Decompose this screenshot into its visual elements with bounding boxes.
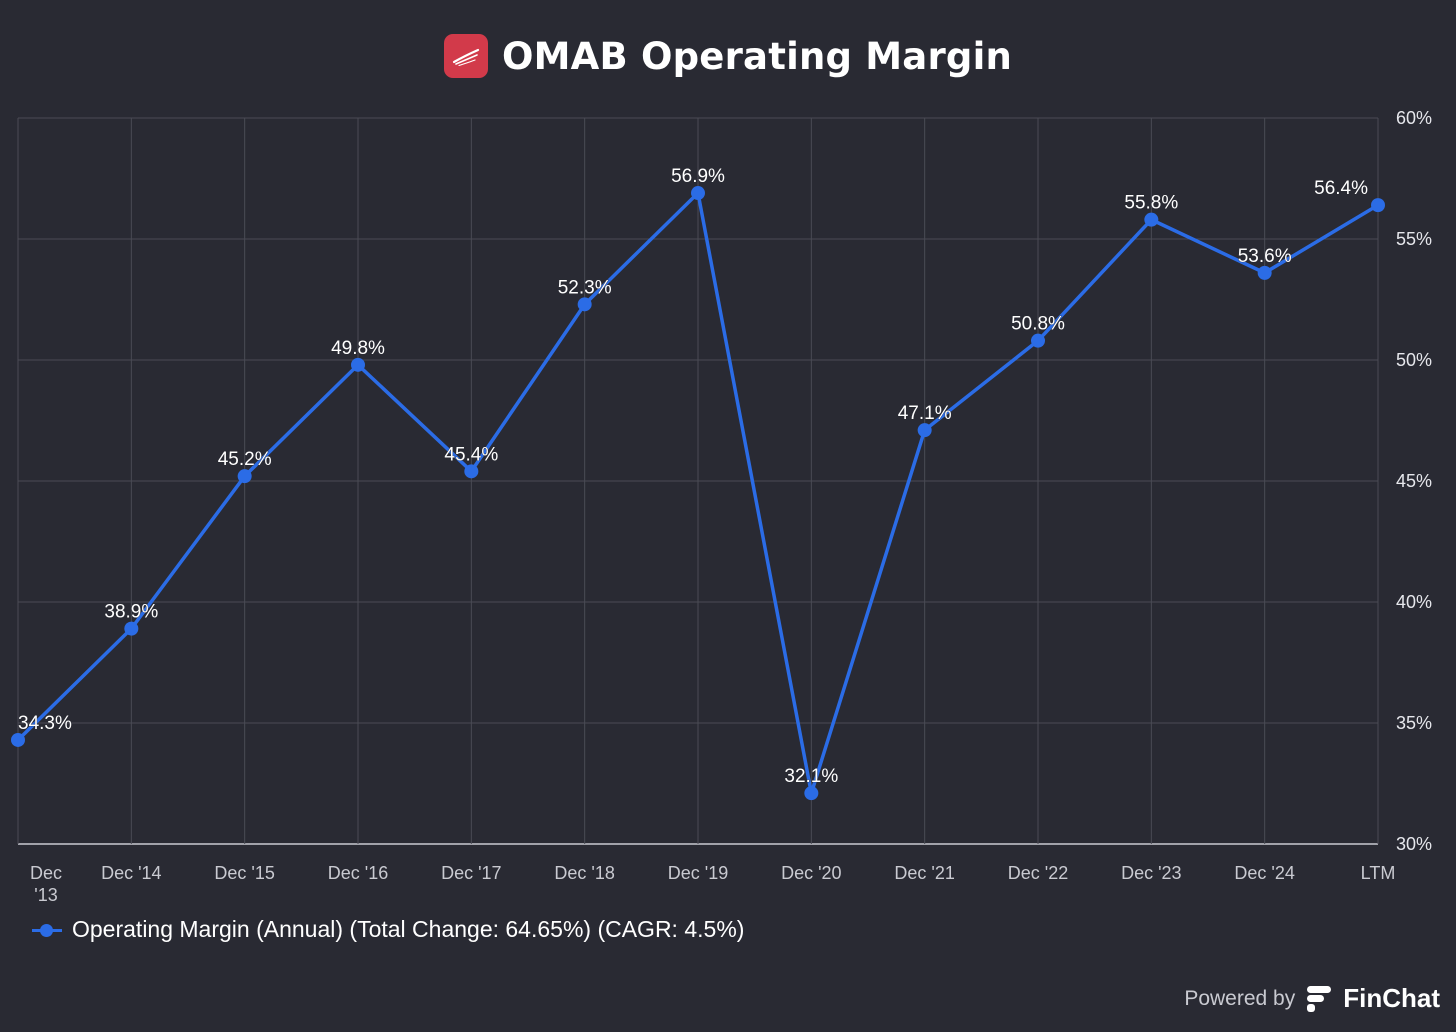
x-tick-label: Dec '23 [1121,863,1181,883]
data-label: 38.9% [104,602,158,623]
data-label: 47.1% [898,403,952,424]
legend-swatch [32,923,62,937]
data-label: 52.3% [558,277,612,298]
y-tick-label: 30% [1396,834,1432,854]
data-point [577,297,592,312]
y-tick-label: 35% [1396,713,1432,733]
y-tick-label: 45% [1396,471,1432,491]
y-tick-label: 40% [1396,592,1432,612]
x-tick-label: Dec '22 [1008,863,1068,883]
data-label: 50.8% [1011,314,1065,335]
x-tick-label: Dec '18 [554,863,614,883]
airline-swoosh-icon [443,34,488,78]
data-point [464,464,479,479]
footer: Powered by FinChat [1184,983,1440,1014]
x-tick-label: LTM [1361,863,1396,883]
x-tick-label: Dec '21 [894,863,954,883]
x-tick-label: Dec '24 [1234,863,1294,883]
y-tick-label: 55% [1396,229,1432,249]
finchat-f-icon [1305,984,1333,1014]
data-point [124,621,139,636]
legend-item[interactable]: Operating Margin (Annual) (Total Change:… [32,916,744,943]
data-point [804,786,819,801]
x-tick-label: Dec '20 [781,863,841,883]
data-label: 55.8% [1124,193,1178,214]
x-tick-label: Dec '15 [214,863,274,883]
data-point [1371,198,1385,213]
x-tick-label: Dec '19 [668,863,728,883]
data-label: 32.1% [784,766,838,787]
chart-title: OMAB Operating Margin [501,34,1013,78]
data-point [11,732,25,747]
legend-label: Operating Margin (Annual) (Total Change:… [72,916,745,942]
data-point [1257,265,1272,280]
data-point [1031,333,1045,348]
data-point [1144,212,1159,227]
data-point [351,357,365,372]
x-tick-label: Dec '17 [441,863,501,883]
chart-header: OMAB Operating Margin [0,34,1456,78]
data-label: 56.4% [1314,178,1368,199]
y-tick-label: 60% [1396,108,1432,128]
data-label: 34.3% [18,713,72,734]
x-tick-label: Dec '14 [101,863,161,883]
data-label: 45.2% [218,449,272,470]
data-label: 53.6% [1238,246,1292,267]
y-tick-label: 50% [1396,350,1432,370]
x-tick-label: Dec '13 [30,863,62,905]
brand-name: FinChat [1343,983,1440,1013]
x-tick-label: Dec '16 [328,863,388,883]
data-label: 49.8% [331,338,385,359]
data-point [691,186,705,201]
data-label: 56.9% [671,166,725,187]
data-point [237,469,252,484]
data-label: 45.4% [444,444,498,465]
data-point [917,423,932,438]
powered-by-text: Powered by [1184,986,1296,1010]
